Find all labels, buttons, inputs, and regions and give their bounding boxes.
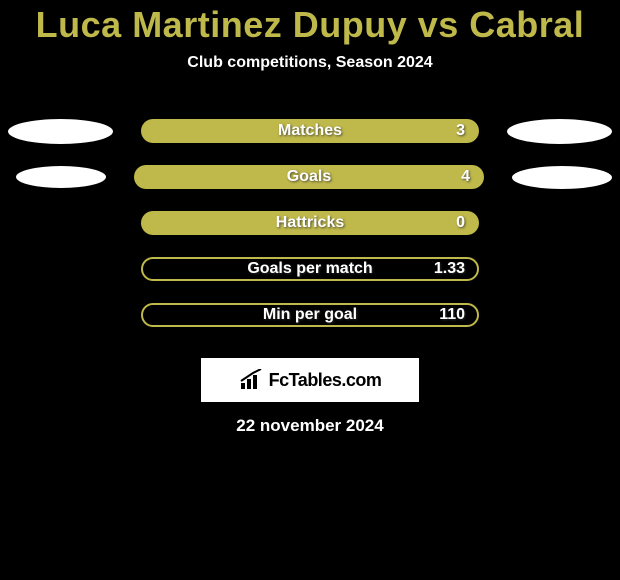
stat-bar-wrap: Matches 3	[141, 119, 479, 143]
stat-label: Goals	[287, 168, 331, 186]
stat-bar-wrap: Hattricks 0	[141, 211, 479, 235]
stat-value: 4	[461, 168, 470, 186]
marker-placeholder	[8, 257, 113, 282]
marker-placeholder	[507, 303, 612, 328]
stat-bar-wrap: Goals 4	[134, 165, 484, 189]
stat-value: 3	[456, 122, 465, 140]
stat-value: 0	[456, 214, 465, 232]
stat-label: Hattricks	[276, 214, 344, 232]
player-right-marker	[507, 119, 612, 144]
stat-row: Matches 3	[0, 108, 620, 154]
comparison-chart: Matches 3 Goals 4 Hattricks 0 Goals per …	[0, 108, 620, 338]
marker-placeholder	[8, 211, 113, 236]
stat-bar-wrap: Goals per match 1.33	[141, 257, 479, 281]
marker-placeholder	[507, 211, 612, 236]
stat-row: Goals per match 1.33	[0, 246, 620, 292]
stat-row: Goals 4	[0, 154, 620, 200]
stat-label: Matches	[278, 122, 342, 140]
stat-row: Min per goal 110	[0, 292, 620, 338]
page-subtitle: Club competitions, Season 2024	[0, 54, 620, 72]
marker-placeholder	[8, 303, 113, 328]
player-right-marker	[512, 166, 612, 189]
stat-label: Min per goal	[263, 306, 357, 324]
stat-value: 1.33	[434, 260, 465, 278]
chart-icon	[239, 369, 265, 391]
logo-text: FcTables.com	[269, 370, 382, 391]
stat-label: Goals per match	[247, 260, 372, 278]
fctables-logo: FcTables.com	[201, 358, 419, 402]
player-left-marker	[16, 166, 106, 188]
player-left-marker	[8, 119, 113, 144]
date-label: 22 november 2024	[0, 416, 620, 436]
stat-value: 110	[439, 306, 465, 324]
page-title: Luca Martinez Dupuy vs Cabral	[0, 0, 620, 46]
stat-row: Hattricks 0	[0, 200, 620, 246]
stat-bar-wrap: Min per goal 110	[141, 303, 479, 327]
marker-placeholder	[507, 257, 612, 282]
